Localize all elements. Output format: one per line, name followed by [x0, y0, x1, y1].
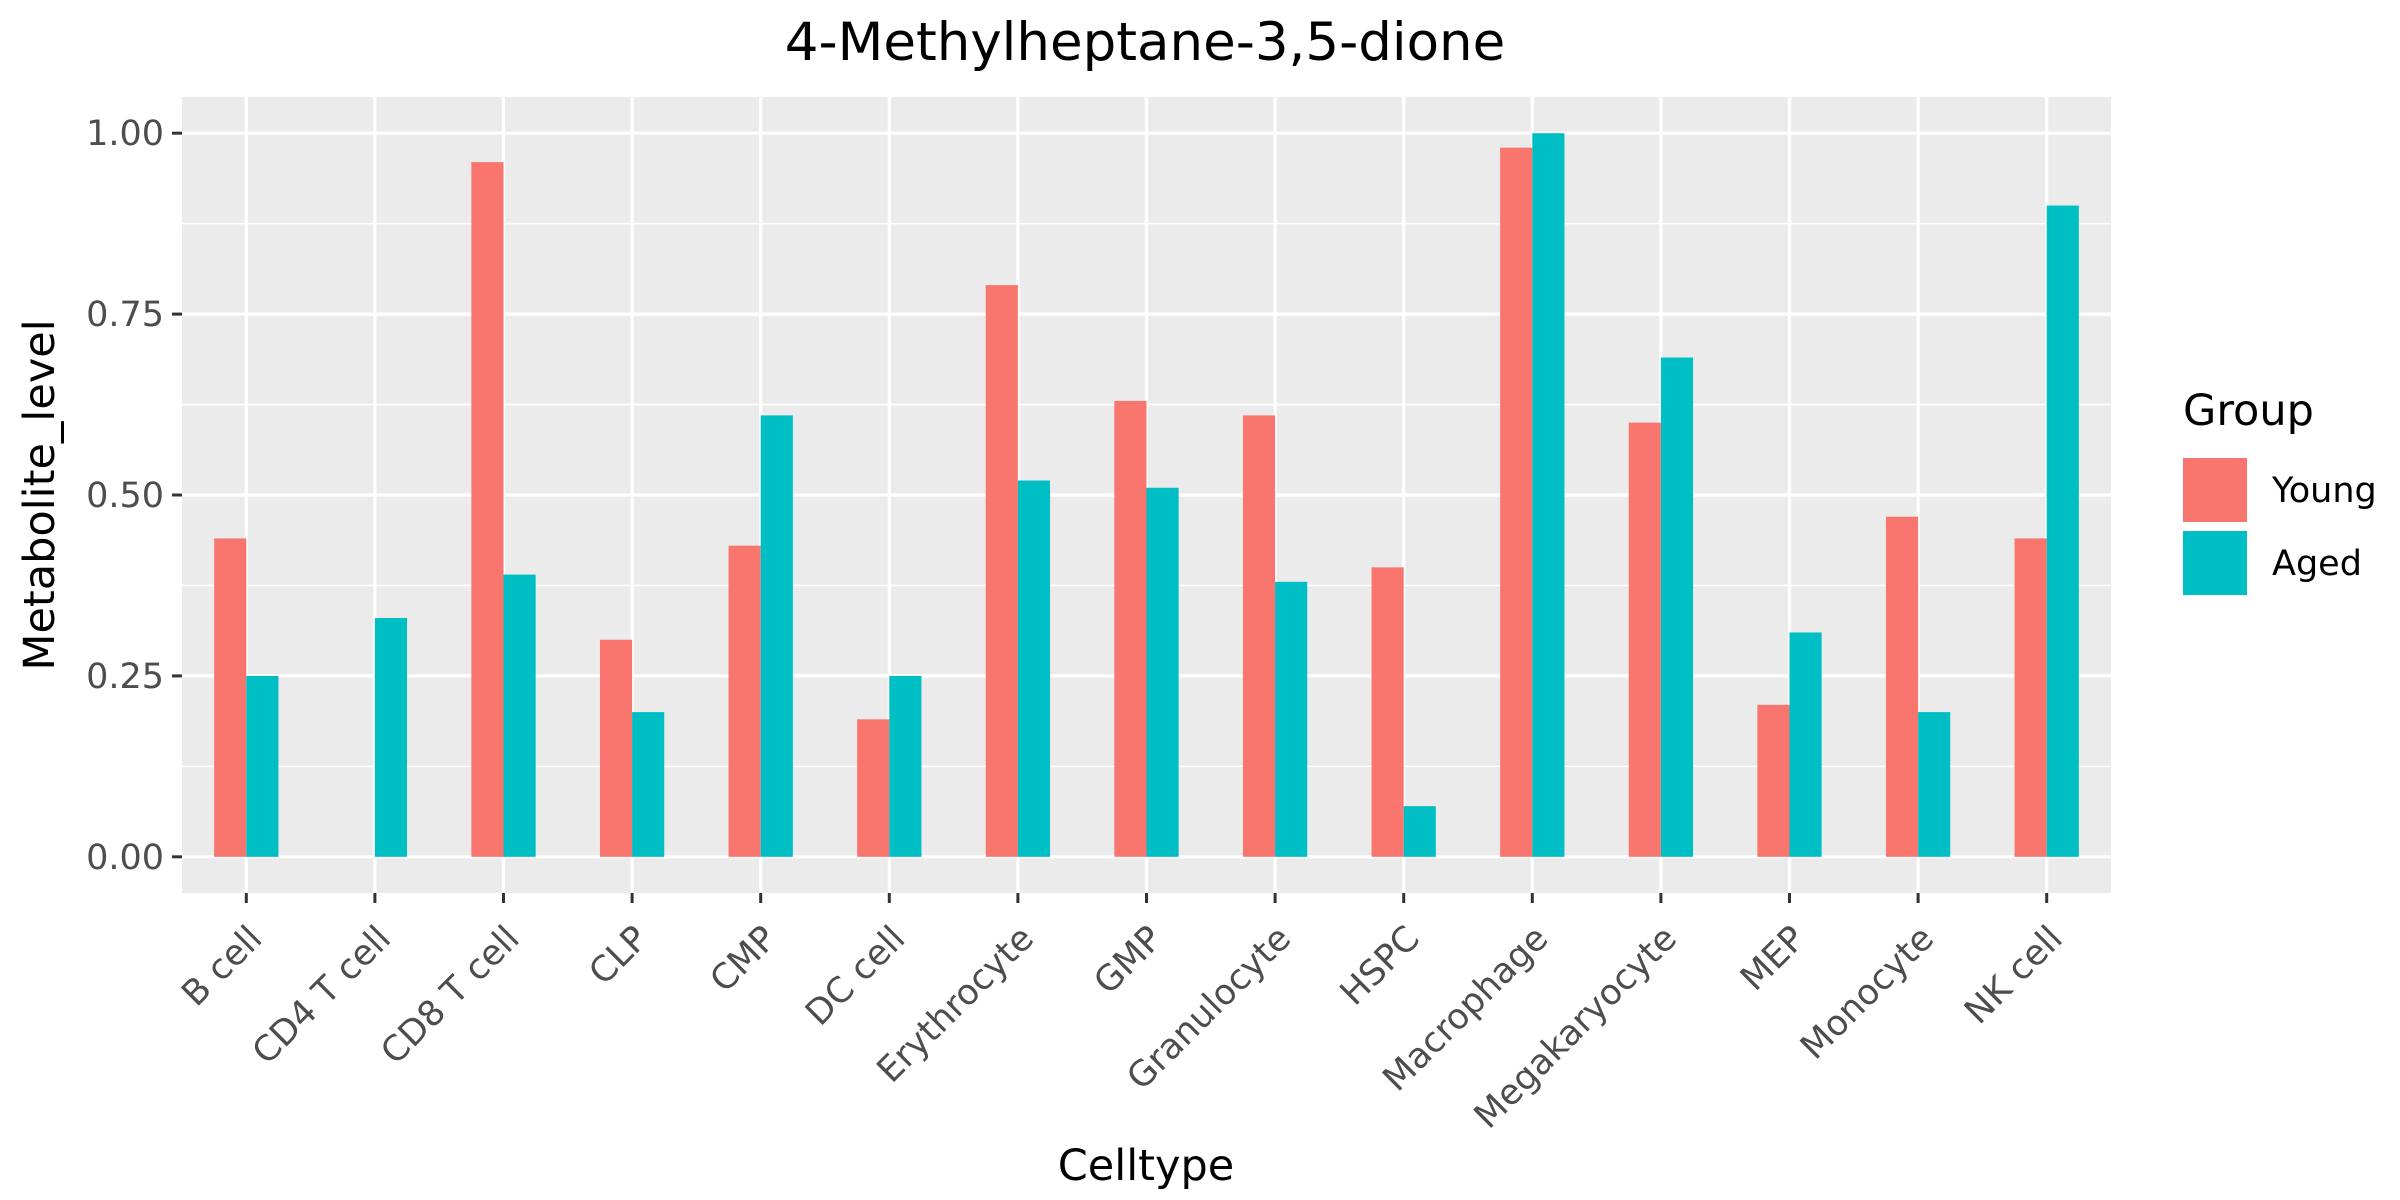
bar-young-cmp	[728, 545, 761, 857]
bar-aged-b-cell	[246, 675, 279, 857]
bar-young-erythrocyte	[985, 285, 1018, 857]
legend-label-young: Young	[2271, 471, 2377, 511]
bar-aged-monocyte	[1918, 712, 1951, 857]
x-tick-label: CLP	[582, 919, 656, 993]
legend-label-aged: Aged	[2272, 544, 2362, 584]
bar-young-granulocyte	[1242, 415, 1276, 857]
chart-title: 4-Methylheptane-3,5-dione	[785, 12, 1505, 73]
bar-young-gmp	[1114, 400, 1147, 857]
x-tick-label: CMP	[703, 919, 785, 1001]
bar-aged-gmp	[1146, 487, 1179, 857]
bar-aged-granulocyte	[1275, 581, 1308, 857]
bar-aged-dc-cell	[889, 675, 922, 857]
x-tick-label: NK cell	[1957, 919, 2070, 1032]
y-tick-label: 0.75	[86, 295, 164, 335]
legend: Group Young Aged	[2183, 386, 2377, 595]
bar-young-hspc	[1371, 567, 1404, 857]
bar-young-nk-cell	[2014, 538, 2047, 857]
x-tick-label: MEP	[1733, 919, 1813, 999]
x-tick-label: B cell	[175, 919, 271, 1015]
bar-aged-megakaryocyte	[1660, 357, 1694, 857]
bar-young-clp	[599, 639, 633, 857]
bar-aged-hspc	[1403, 806, 1436, 857]
bar-aged-cmp	[760, 415, 793, 857]
x-axis-title: Celltype	[1058, 1141, 1234, 1191]
x-tick-label: HSPC	[1333, 919, 1428, 1014]
bar-aged-clp	[632, 712, 665, 857]
bar-aged-nk-cell	[2046, 205, 2079, 857]
y-tick-label: 0.50	[86, 476, 164, 516]
bar-young-macrophage	[1500, 147, 1533, 857]
bar-aged-mep	[1789, 632, 1822, 857]
bar-young-b-cell	[214, 538, 247, 857]
bar-aged-cd4-t-cell	[374, 618, 408, 857]
x-tick-label: DC cell	[798, 919, 913, 1034]
bar-aged-erythrocyte	[1017, 480, 1051, 857]
y-axis: 0.00 0.25 0.50 0.75 1.00	[86, 114, 182, 878]
bar-young-monocyte	[1885, 516, 1919, 857]
y-tick-label: 0.00	[86, 838, 164, 878]
bar-young-dc-cell	[857, 719, 890, 857]
x-tick-label: CD8 T cell	[374, 919, 528, 1073]
y-tick-label: 1.00	[86, 114, 164, 154]
x-tick-label: CD4 T cell	[245, 919, 399, 1073]
bar-aged-macrophage	[1532, 133, 1565, 857]
bar-young-cd8-t-cell	[471, 162, 504, 857]
legend-title: Group	[2183, 386, 2314, 436]
bar-aged-cd8-t-cell	[503, 574, 536, 857]
bars	[214, 133, 2079, 857]
x-tick-label: GMP	[1087, 919, 1171, 1003]
bar-young-megakaryocyte	[1628, 422, 1661, 857]
legend-key-aged	[2183, 531, 2247, 595]
bar-young-mep	[1757, 704, 1790, 857]
y-axis-title: Metabolite_level	[15, 319, 65, 670]
x-tick-label: Monocyte	[1793, 919, 1942, 1068]
y-tick-label: 0.25	[86, 657, 164, 697]
legend-key-young	[2183, 458, 2247, 522]
